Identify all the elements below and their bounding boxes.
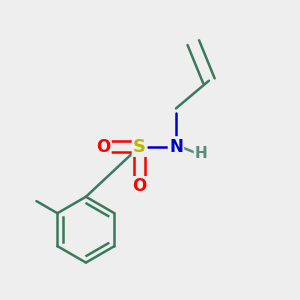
Text: N: N	[169, 137, 183, 155]
Text: O: O	[133, 177, 147, 195]
Text: H: H	[195, 146, 208, 161]
Text: S: S	[133, 137, 146, 155]
Text: O: O	[96, 137, 110, 155]
